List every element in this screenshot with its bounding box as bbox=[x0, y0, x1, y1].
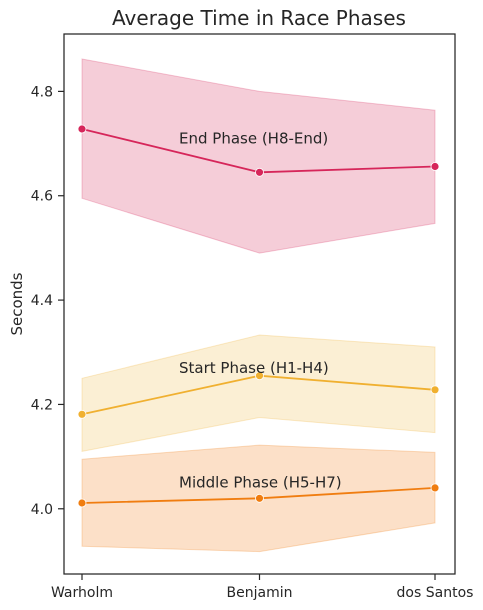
x-tick-label: Benjamin bbox=[227, 585, 293, 601]
data-point bbox=[255, 167, 264, 177]
confidence-band bbox=[81, 58, 436, 254]
data-point bbox=[430, 483, 440, 493]
data-point bbox=[77, 498, 87, 508]
y-tick-label: 4.0 bbox=[31, 502, 53, 518]
data-point bbox=[255, 493, 264, 503]
data-point bbox=[255, 371, 264, 381]
y-axis: 4.0 4.2 4.4 4.6 4.8 bbox=[31, 84, 64, 518]
data-point bbox=[430, 385, 440, 395]
data-point bbox=[77, 409, 87, 419]
x-tick-label: Warholm bbox=[51, 585, 113, 601]
x-tick-label: dos Santos bbox=[397, 585, 474, 601]
x-axis: Warholm Benjamin dos Santos bbox=[51, 574, 473, 601]
series-annotation: Start Phase (H1-H4) bbox=[179, 359, 329, 377]
y-tick-label: 4.2 bbox=[31, 397, 53, 413]
series-annotation: End Phase (H8-End) bbox=[179, 129, 328, 147]
series-points bbox=[77, 124, 440, 508]
series-annotation: Middle Phase (H5-H7) bbox=[179, 474, 342, 492]
confidence-band bbox=[81, 334, 436, 453]
data-point bbox=[77, 124, 87, 134]
series-annotations: End Phase (H8-End) Start Phase (H1-H4) Mid… bbox=[179, 129, 342, 491]
y-tick-label: 4.4 bbox=[31, 293, 53, 309]
y-axis-label: Seconds bbox=[8, 272, 26, 335]
data-point bbox=[430, 162, 440, 171]
chart-title: Average Time in Race Phases bbox=[112, 6, 406, 30]
y-tick-label: 4.6 bbox=[31, 189, 53, 205]
y-tick-label: 4.8 bbox=[31, 84, 53, 100]
